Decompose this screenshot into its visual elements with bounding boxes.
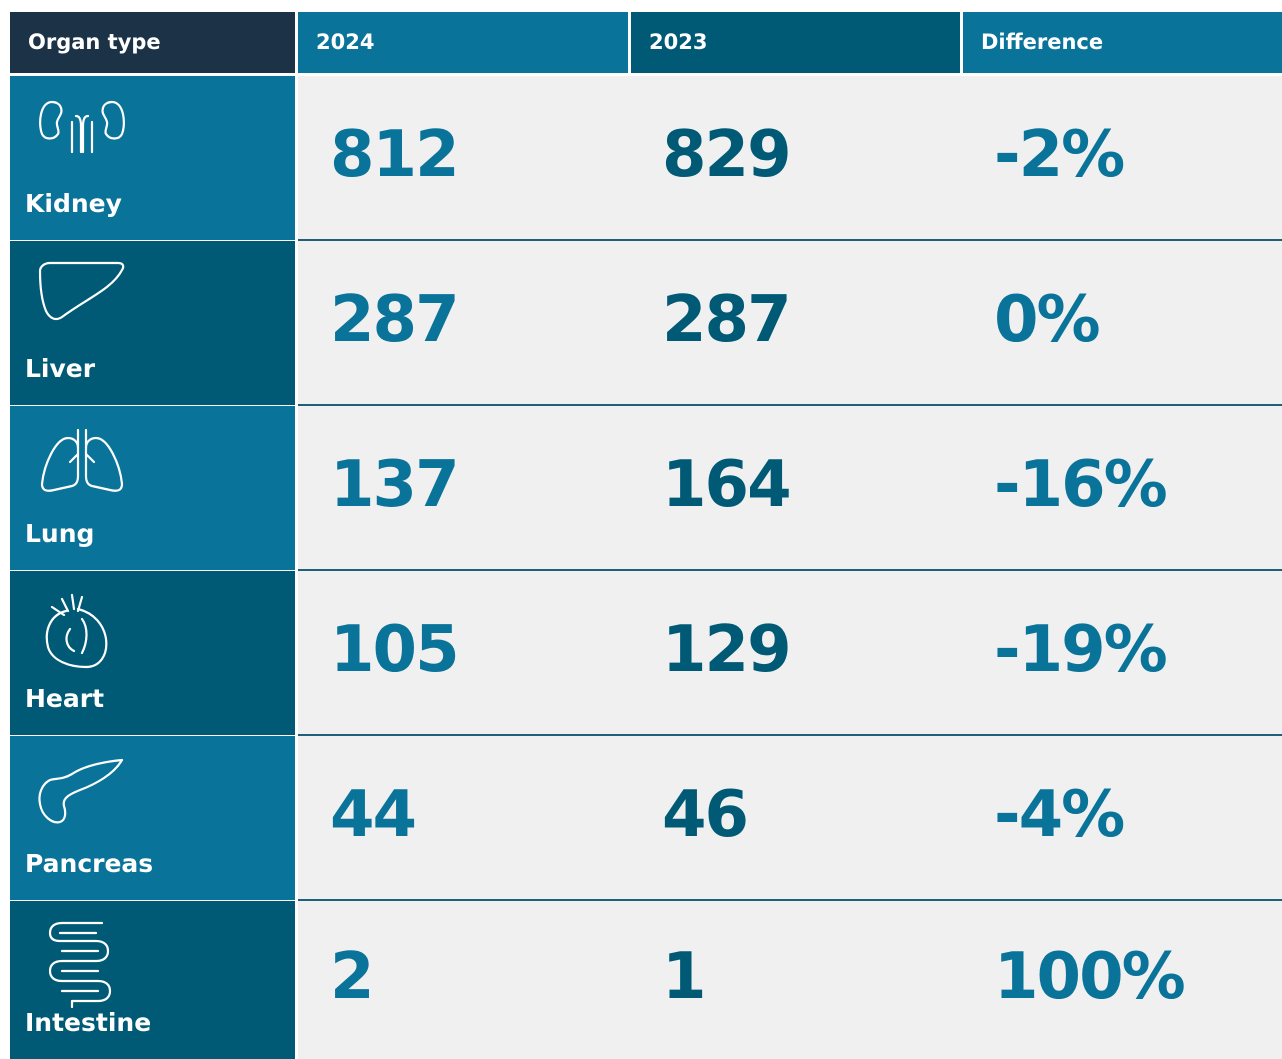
organ-icon [45,593,108,669]
cell-value: 287 [662,283,792,357]
organ-cell: Lung [10,406,295,570]
organ-icon [39,100,125,154]
organ-label: Lung [25,519,95,548]
header-cell: Difference [963,12,1282,73]
cell-value: 44 [330,778,417,852]
organ-label: Kidney [25,189,122,218]
organ-icon [40,428,124,492]
cell-value: -19% [994,613,1168,687]
row-divider [298,734,1282,736]
organ-cell: Liver [10,241,295,405]
organ-label: Intestine [25,1008,152,1037]
organ-cell: Kidney [10,76,295,240]
organ-cell: Heart [10,571,295,735]
cell-value: 137 [330,448,460,522]
cell-value: 105 [330,613,460,687]
organ-icon [48,921,112,1009]
cell-value: 46 [662,778,749,852]
cell-value: 812 [330,118,460,192]
row-divider [298,239,1282,241]
cell-value: 829 [662,118,792,192]
header-cell: Organ type [10,12,295,73]
organ-cell: Pancreas [10,736,295,900]
cell-value: 164 [662,448,792,522]
cell-value: 129 [662,613,792,687]
organ-cell: Intestine [10,901,295,1059]
cell-value: 100% [994,940,1186,1014]
header-cell: 2023 [631,12,960,73]
table-body [298,76,1282,1059]
cell-value: 2 [330,940,375,1014]
cell-value: 287 [330,283,460,357]
organ-label: Heart [25,684,105,713]
organ-icon [38,261,125,321]
organ-label: Pancreas [25,849,154,878]
cell-value: -16% [994,448,1168,522]
cell-value: -2% [994,118,1125,192]
cell-value: 0% [994,283,1101,357]
row-divider [298,404,1282,406]
cell-value: -4% [994,778,1125,852]
organ-label: Liver [25,354,96,383]
row-divider [298,899,1282,901]
cell-value: 1 [662,940,707,1014]
row-divider [298,569,1282,571]
header-cell: 2024 [298,12,628,73]
organ-icon [38,758,124,824]
